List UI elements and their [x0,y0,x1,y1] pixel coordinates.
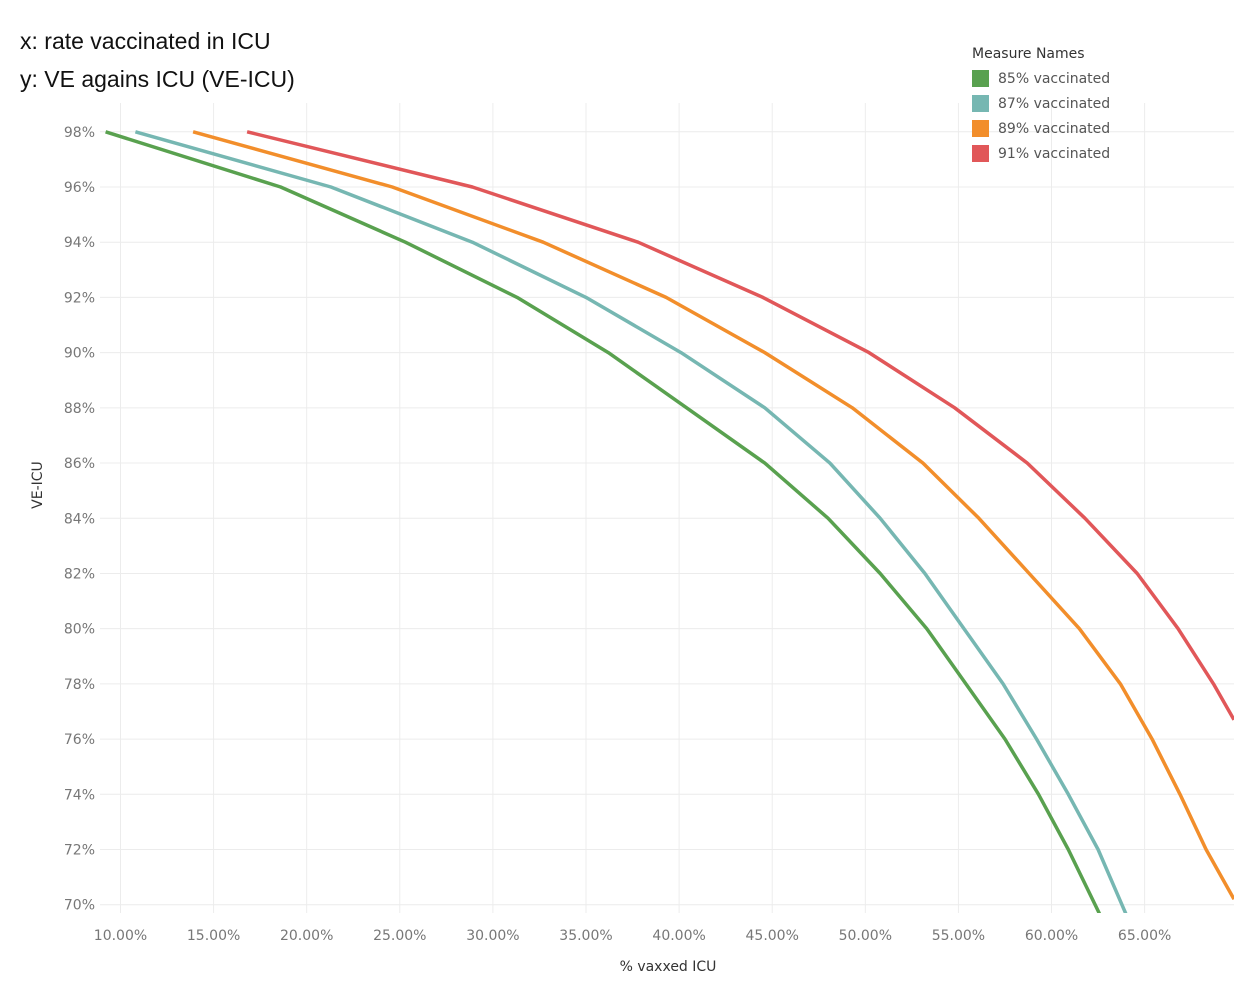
legend-label: 85% vaccinated [998,70,1111,87]
x-tick-label: 60.00% [1025,928,1078,944]
series-line [192,130,1234,901]
x-tick-label: 40.00% [652,928,705,944]
y-tick-label: 82% [64,566,95,582]
y-tick-label: 84% [64,511,95,527]
legend-label: 91% vaccinated [998,145,1111,162]
series-line [246,130,1234,721]
x-axis-label: % vaxxed ICU [620,959,717,975]
legend-item[interactable]: 85% vaccinated [972,66,1110,91]
x-tick-label: 50.00% [839,928,892,944]
y-axis-label: VE-ICU [30,461,46,509]
y-tick-label: 98% [64,125,95,141]
y-tick-label: 76% [64,732,95,748]
series-line [134,130,1128,913]
x-tick-label: 30.00% [466,928,519,944]
y-tick-label: 70% [64,898,95,914]
x-tick-label: 15.00% [187,928,240,944]
y-tick-label: 92% [64,290,95,306]
y-tick-label: 80% [64,622,95,638]
x-axis-ticks: 10.00% 15.00% 20.00% 25.00% 30.00% 35.00% 40.0… [94,928,1172,944]
y-tick-label: 94% [64,235,95,251]
x-tick-label: 45.00% [746,928,799,944]
y-axis-ticks: 70% 72% 74% 76% 78% 80% 82% 84% 86% 88% 90% 92% 94% 9… [64,125,95,914]
series-lines [105,130,1234,913]
legend-item[interactable]: 87% vaccinated [972,91,1110,116]
x-tick-label: 35.00% [559,928,612,944]
gridlines [100,103,1234,913]
y-tick-label: 78% [64,677,95,693]
y-tick-label: 72% [64,843,95,859]
legend-title: Measure Names [972,46,1085,62]
legend-item[interactable]: 91% vaccinated [972,141,1110,166]
y-tick-label: 96% [64,180,95,196]
legend-swatch [972,145,989,162]
legend-label: 87% vaccinated [998,95,1111,112]
legend-swatch [972,70,989,87]
y-tick-label: 86% [64,456,95,472]
y-tick-label: 90% [64,346,95,362]
y-tick-label: 74% [64,787,95,803]
y-tick-label: 88% [64,401,95,417]
x-tick-label: 65.00% [1118,928,1171,944]
legend-swatch [972,95,989,112]
x-tick-label: 55.00% [932,928,985,944]
x-tick-label: 10.00% [94,928,147,944]
legend-label: 89% vaccinated [998,120,1111,137]
note-y: y: VE agains ICU (VE-ICU) [20,66,295,92]
legend-item[interactable]: 89% vaccinated [972,116,1110,141]
x-tick-label: 25.00% [373,928,426,944]
series-line [105,130,1102,913]
x-tick-label: 20.00% [280,928,333,944]
legend-swatch [972,120,989,137]
legend: Measure Names 85% vaccinated 87% vaccina… [972,46,1110,166]
note-x: x: rate vaccinated in ICU [20,28,271,54]
